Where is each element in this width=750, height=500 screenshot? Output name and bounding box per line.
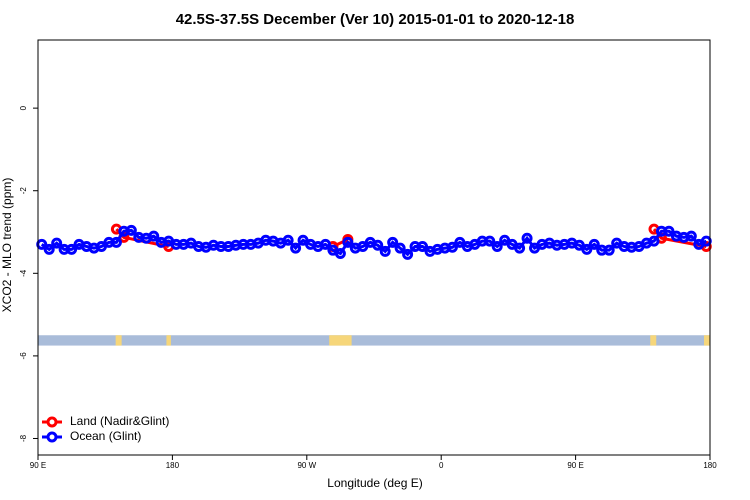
data-point bbox=[685, 230, 697, 242]
data-point bbox=[319, 238, 331, 250]
data-point bbox=[342, 236, 354, 248]
x-axis-label: Longitude (deg E) bbox=[327, 476, 422, 490]
data-point bbox=[402, 248, 414, 260]
data-point bbox=[66, 243, 78, 255]
data-point bbox=[379, 245, 391, 257]
data-point bbox=[514, 242, 526, 254]
data-point bbox=[581, 243, 593, 255]
data-point bbox=[484, 235, 496, 247]
legend-marker bbox=[46, 431, 58, 443]
y-tick-label: -2 bbox=[19, 187, 28, 195]
y-tick-label: -4 bbox=[19, 269, 28, 277]
legend-label: Land (Nadir&Glint) bbox=[70, 414, 169, 428]
data-point bbox=[110, 236, 122, 248]
x-tick-label: 90 E bbox=[30, 461, 46, 470]
data-point bbox=[125, 224, 137, 236]
data-point bbox=[372, 239, 384, 251]
x-tick-label: 0 bbox=[439, 461, 444, 470]
legend-marker bbox=[46, 416, 58, 428]
x-tick-label: 90 E bbox=[567, 461, 583, 470]
land-patch bbox=[650, 335, 657, 346]
plot-frame bbox=[37, 39, 711, 456]
land-patch bbox=[115, 335, 122, 346]
data-point bbox=[148, 230, 160, 242]
land-patch bbox=[704, 335, 710, 346]
data-point bbox=[446, 241, 458, 253]
data-point bbox=[588, 238, 600, 250]
land-patch bbox=[329, 335, 352, 346]
legend-label: Ocean (Glint) bbox=[70, 429, 141, 443]
y-axis-label: XCO2 - MLO trend (ppm) bbox=[0, 178, 14, 313]
y-tick-label: -6 bbox=[19, 352, 28, 360]
land-patch bbox=[166, 335, 171, 346]
data-point bbox=[663, 225, 675, 237]
data-point bbox=[334, 247, 346, 259]
data-point bbox=[648, 235, 660, 247]
data-point bbox=[394, 242, 406, 254]
data-point bbox=[290, 242, 302, 254]
data-point bbox=[43, 243, 55, 255]
x-tick-label: 90 W bbox=[297, 461, 316, 470]
data-point bbox=[417, 240, 429, 252]
chart-title: 42.5S-37.5S December (Ver 10) 2015-01-01… bbox=[176, 11, 575, 28]
data-point bbox=[521, 232, 533, 244]
data-point bbox=[387, 236, 399, 248]
data-point bbox=[51, 237, 63, 249]
x-tick-label: 180 bbox=[703, 461, 717, 470]
data-point bbox=[282, 234, 294, 246]
data-point bbox=[491, 240, 503, 252]
x-tick-label: 180 bbox=[166, 461, 180, 470]
surface-band bbox=[38, 335, 710, 346]
y-tick-label: -8 bbox=[19, 434, 28, 442]
data-point bbox=[603, 244, 615, 256]
y-tick-label: 0 bbox=[19, 105, 28, 110]
